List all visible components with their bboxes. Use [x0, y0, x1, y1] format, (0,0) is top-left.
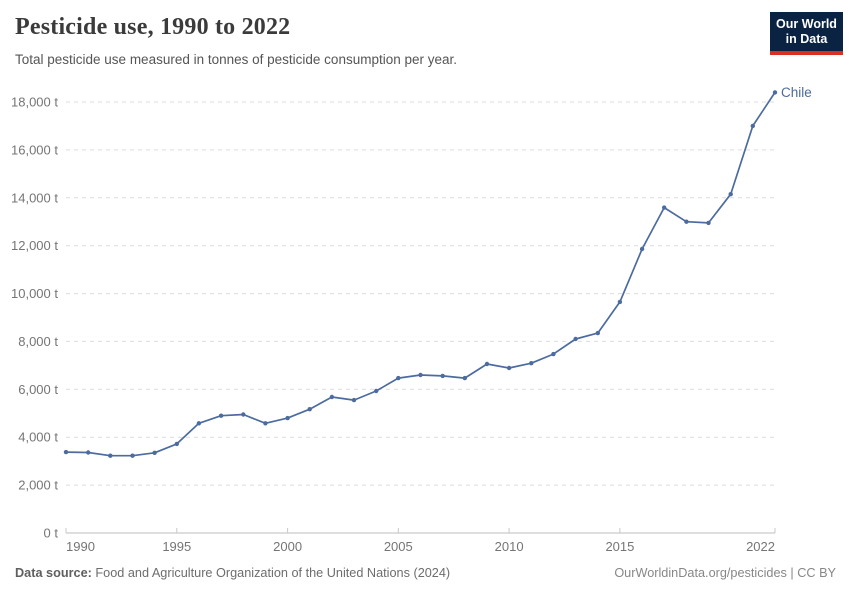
- data-point[interactable]: [374, 388, 379, 394]
- owid-logo[interactable]: Our World in Data: [770, 12, 843, 55]
- y-tick-label: 4,000 t: [18, 430, 58, 445]
- data-point[interactable]: [529, 361, 534, 366]
- data-point[interactable]: [662, 205, 667, 210]
- data-point[interactable]: [329, 394, 335, 400]
- y-tick-label: 18,000 t: [11, 95, 58, 110]
- entity-label: Chile: [781, 85, 812, 100]
- data-point[interactable]: [772, 90, 778, 95]
- data-point[interactable]: [462, 375, 467, 381]
- data-point[interactable]: [639, 246, 645, 252]
- credit: OurWorldinData.org/pesticides | CC BY: [614, 566, 836, 580]
- y-tick-label: 10,000 t: [11, 286, 58, 301]
- data-point[interactable]: [108, 453, 113, 458]
- data-source-label: Data source:: [15, 566, 92, 580]
- y-tick-label: 6,000 t: [18, 382, 58, 397]
- y-tick-label: 2,000 t: [18, 478, 58, 493]
- x-tick-label: 2010: [495, 539, 524, 554]
- data-point[interactable]: [418, 372, 423, 378]
- x-tick-label: 1995: [162, 539, 191, 554]
- x-tick-label: 2015: [605, 539, 634, 554]
- credit-divider: |: [786, 566, 798, 580]
- x-tick-label: 2005: [384, 539, 413, 554]
- data-point[interactable]: [573, 336, 578, 342]
- page-title: Pesticide use, 1990 to 2022: [15, 14, 291, 40]
- data-point[interactable]: [263, 421, 268, 426]
- x-tick-label: 2000: [273, 539, 302, 554]
- data-point[interactable]: [63, 449, 69, 455]
- data-point[interactable]: [285, 415, 290, 421]
- license-badge: CC BY: [797, 566, 836, 580]
- data-point[interactable]: [728, 192, 733, 197]
- data-point[interactable]: [617, 299, 623, 305]
- data-point[interactable]: [684, 219, 689, 224]
- logo-line1: Our World: [776, 17, 837, 31]
- y-tick-label: 8,000 t: [18, 334, 58, 349]
- data-point[interactable]: [196, 421, 202, 426]
- data-point[interactable]: [750, 123, 755, 129]
- y-tick-label: 16,000 t: [11, 142, 58, 157]
- data-source: Data source: Food and Agriculture Organi…: [15, 566, 450, 580]
- data-point[interactable]: [484, 361, 490, 367]
- chart-subtitle: Total pesticide use measured in tonnes o…: [15, 52, 458, 67]
- data-point[interactable]: [351, 397, 357, 403]
- x-tick-label: 1990: [66, 539, 95, 554]
- data-point[interactable]: [241, 412, 246, 417]
- credit-link[interactable]: OurWorldinData.org/pesticides: [614, 566, 787, 580]
- data-point[interactable]: [174, 441, 179, 447]
- logo-line2: in Data: [785, 32, 828, 46]
- x-tick-label: 2022: [746, 539, 775, 554]
- y-tick-label: 14,000 t: [11, 190, 58, 205]
- data-point[interactable]: [440, 373, 445, 379]
- data-point[interactable]: [396, 375, 401, 381]
- data-point[interactable]: [307, 407, 312, 412]
- chart-footer: Data source: Food and Agriculture Organi…: [15, 566, 836, 580]
- y-tick-label: 0 t: [44, 526, 59, 541]
- data-point[interactable]: [218, 413, 224, 418]
- data-point[interactable]: [506, 365, 512, 371]
- data-point[interactable]: [706, 220, 711, 226]
- data-point[interactable]: [551, 351, 556, 357]
- y-tick-label: 12,000 t: [11, 238, 58, 253]
- data-point[interactable]: [152, 450, 157, 455]
- data-point[interactable]: [130, 453, 135, 458]
- data-point[interactable]: [86, 450, 91, 455]
- data-point[interactable]: [595, 330, 600, 336]
- data-line[interactable]: [65, 91, 776, 457]
- data-source-text: Food and Agriculture Organization of the…: [95, 566, 451, 580]
